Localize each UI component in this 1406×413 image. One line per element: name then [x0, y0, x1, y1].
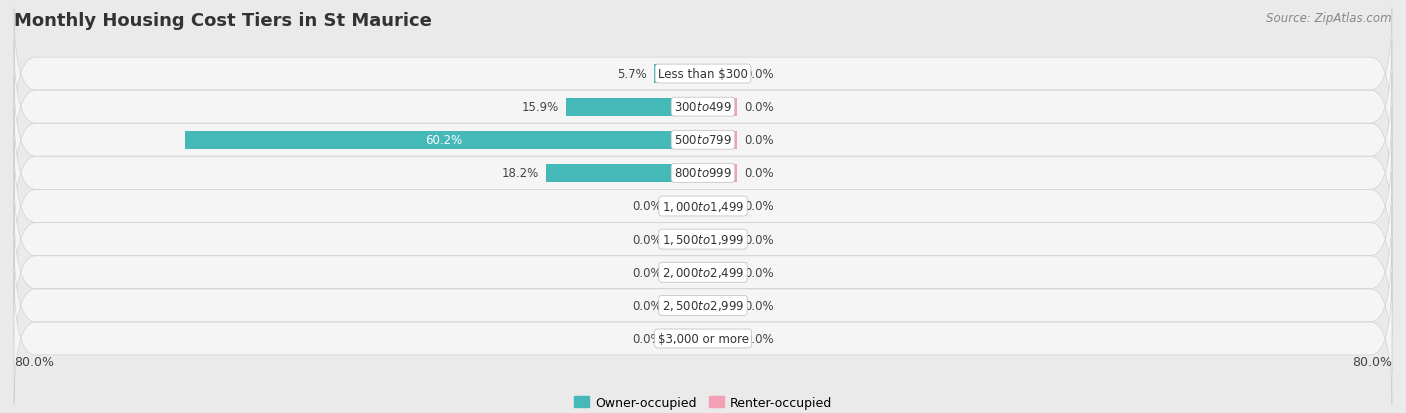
FancyBboxPatch shape — [14, 173, 1392, 306]
Bar — [703, 263, 738, 282]
Bar — [703, 330, 738, 348]
Text: 80.0%: 80.0% — [14, 355, 53, 368]
Text: 0.0%: 0.0% — [633, 332, 662, 345]
Text: $1,500 to $1,999: $1,500 to $1,999 — [662, 233, 744, 247]
Text: 15.9%: 15.9% — [522, 101, 560, 114]
FancyBboxPatch shape — [14, 8, 1392, 140]
Text: 0.0%: 0.0% — [744, 200, 773, 213]
Bar — [703, 297, 738, 315]
Text: Source: ZipAtlas.com: Source: ZipAtlas.com — [1267, 12, 1392, 25]
FancyBboxPatch shape — [14, 240, 1392, 372]
Text: 0.0%: 0.0% — [744, 101, 773, 114]
Bar — [703, 197, 738, 216]
Text: Less than $300: Less than $300 — [658, 68, 748, 81]
Bar — [703, 65, 738, 83]
FancyBboxPatch shape — [14, 273, 1392, 405]
FancyBboxPatch shape — [14, 140, 1392, 273]
Text: 0.0%: 0.0% — [744, 134, 773, 147]
FancyBboxPatch shape — [14, 206, 1392, 339]
Text: $800 to $999: $800 to $999 — [673, 167, 733, 180]
Text: $2,000 to $2,499: $2,000 to $2,499 — [662, 266, 744, 280]
Text: 0.0%: 0.0% — [633, 266, 662, 279]
Text: $2,500 to $2,999: $2,500 to $2,999 — [662, 299, 744, 313]
Text: 0.0%: 0.0% — [633, 299, 662, 312]
Bar — [703, 131, 738, 150]
Text: 0.0%: 0.0% — [744, 266, 773, 279]
Text: 0.0%: 0.0% — [744, 299, 773, 312]
Bar — [184, 131, 703, 150]
Text: 0.0%: 0.0% — [633, 200, 662, 213]
Bar — [547, 164, 703, 183]
Bar — [703, 98, 738, 116]
Text: $3,000 or more: $3,000 or more — [658, 332, 748, 345]
Bar — [669, 330, 703, 348]
Bar — [669, 263, 703, 282]
Bar — [703, 230, 738, 249]
Bar — [654, 65, 703, 83]
Text: $500 to $799: $500 to $799 — [673, 134, 733, 147]
Text: 0.0%: 0.0% — [744, 332, 773, 345]
FancyBboxPatch shape — [14, 74, 1392, 206]
Text: 18.2%: 18.2% — [502, 167, 540, 180]
Legend: Owner-occupied, Renter-occupied: Owner-occupied, Renter-occupied — [568, 391, 838, 413]
Bar — [669, 297, 703, 315]
Text: Monthly Housing Cost Tiers in St Maurice: Monthly Housing Cost Tiers in St Maurice — [14, 12, 432, 30]
Text: $300 to $499: $300 to $499 — [673, 101, 733, 114]
FancyBboxPatch shape — [14, 107, 1392, 240]
Text: 0.0%: 0.0% — [744, 68, 773, 81]
Text: 5.7%: 5.7% — [617, 68, 647, 81]
Bar — [703, 164, 738, 183]
Text: 0.0%: 0.0% — [744, 233, 773, 246]
Text: 60.2%: 60.2% — [425, 134, 463, 147]
Text: 80.0%: 80.0% — [1353, 355, 1392, 368]
FancyBboxPatch shape — [14, 41, 1392, 173]
Text: 0.0%: 0.0% — [744, 167, 773, 180]
Text: $1,000 to $1,499: $1,000 to $1,499 — [662, 199, 744, 214]
Bar — [669, 197, 703, 216]
Bar — [669, 230, 703, 249]
Bar — [567, 98, 703, 116]
Text: 0.0%: 0.0% — [633, 233, 662, 246]
